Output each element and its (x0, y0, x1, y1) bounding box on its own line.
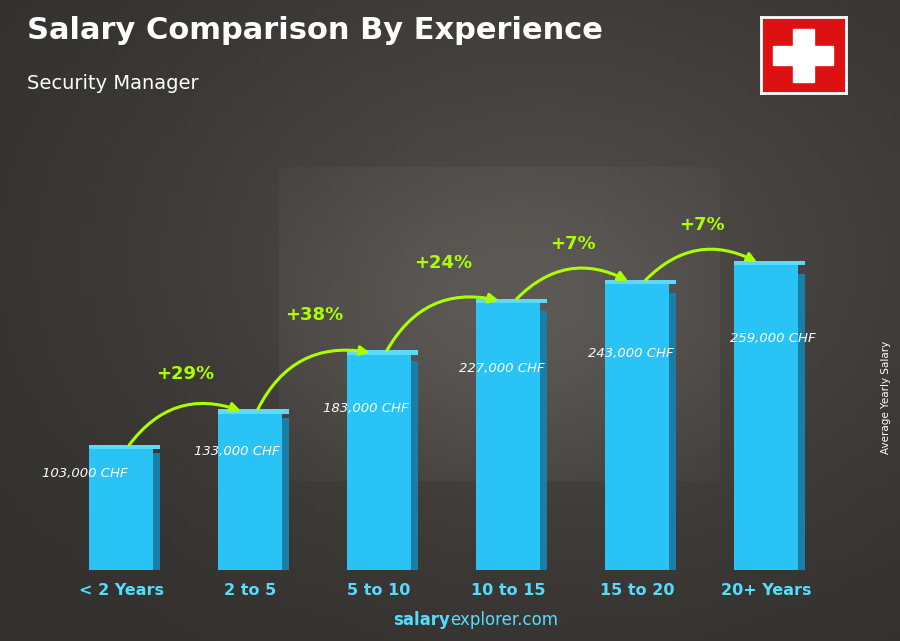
Text: 243,000 CHF: 243,000 CHF (588, 347, 673, 360)
FancyArrowPatch shape (130, 403, 238, 445)
Text: 259,000 CHF: 259,000 CHF (730, 333, 815, 345)
FancyArrowPatch shape (257, 347, 366, 410)
FancyArrowPatch shape (387, 294, 496, 351)
Text: explorer.com: explorer.com (450, 612, 558, 629)
Text: 227,000 CHF: 227,000 CHF (459, 362, 544, 375)
Bar (734, 265, 798, 570)
Bar (476, 303, 540, 570)
FancyArrowPatch shape (645, 249, 754, 280)
Text: 133,000 CHF: 133,000 CHF (194, 445, 280, 458)
Text: +7%: +7% (679, 216, 725, 234)
Text: salary: salary (393, 612, 450, 629)
Text: Salary Comparison By Experience: Salary Comparison By Experience (27, 16, 603, 45)
Text: +7%: +7% (550, 235, 596, 253)
Bar (605, 284, 670, 570)
Bar (793, 29, 814, 81)
Bar (411, 362, 418, 570)
Text: 183,000 CHF: 183,000 CHF (323, 403, 409, 415)
Text: +29%: +29% (157, 365, 214, 383)
Bar (734, 261, 805, 265)
Bar (798, 274, 805, 570)
Text: +38%: +38% (285, 306, 344, 324)
Text: Average Yearly Salary: Average Yearly Salary (880, 341, 891, 454)
FancyArrowPatch shape (517, 268, 625, 299)
Bar (218, 413, 283, 570)
Bar (218, 410, 289, 413)
Bar (476, 299, 546, 303)
Text: 103,000 CHF: 103,000 CHF (42, 467, 128, 480)
Text: +24%: +24% (415, 254, 473, 272)
Bar (283, 419, 289, 570)
Text: Security Manager: Security Manager (27, 74, 199, 93)
Bar (540, 311, 546, 570)
Bar (605, 279, 676, 284)
Bar (773, 46, 833, 65)
Bar (346, 351, 418, 355)
Bar (89, 449, 153, 570)
Bar (346, 355, 411, 570)
Bar (153, 453, 160, 570)
Bar (89, 445, 160, 449)
Bar (670, 293, 676, 570)
